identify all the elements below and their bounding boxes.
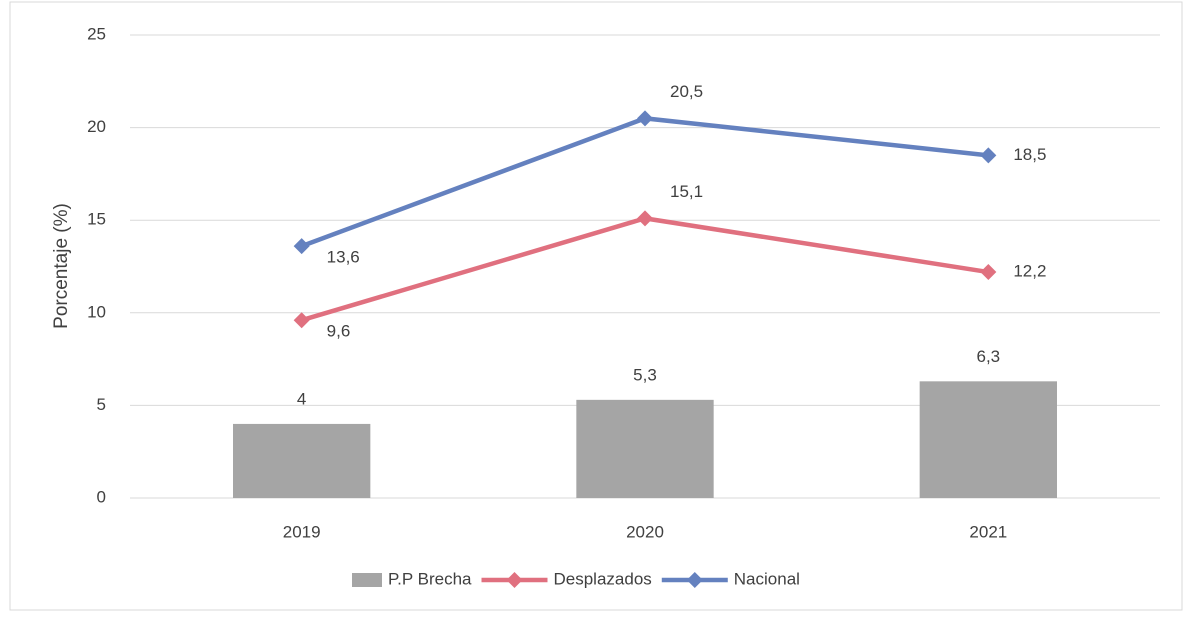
marker bbox=[293, 238, 310, 255]
chart-border bbox=[9, 1, 1183, 611]
marker bbox=[637, 210, 653, 227]
bar bbox=[233, 423, 371, 498]
y-tick-label: 5 bbox=[97, 395, 106, 414]
legend-label: Nacional bbox=[734, 569, 800, 588]
bar bbox=[576, 399, 714, 498]
y-tick-label: 0 bbox=[97, 487, 106, 506]
data-label: 6,3 bbox=[977, 347, 1001, 366]
marker bbox=[293, 312, 310, 329]
data-label: 4 bbox=[297, 389, 306, 408]
x-tick-label: 2020 bbox=[626, 522, 664, 541]
legend-label: P.P Brecha bbox=[388, 569, 472, 588]
y-tick-label: 15 bbox=[87, 210, 106, 229]
marker bbox=[637, 110, 653, 127]
legend-swatch bbox=[352, 573, 382, 587]
data-label: 9,6 bbox=[327, 322, 351, 341]
y-tick-label: 10 bbox=[87, 302, 106, 321]
data-label: 5,3 bbox=[633, 365, 657, 384]
y-axis-label: Porcentaje (%) bbox=[51, 203, 72, 329]
data-label: 20,5 bbox=[670, 82, 703, 101]
data-label: 18,5 bbox=[1013, 145, 1046, 164]
x-tick-label: 2021 bbox=[969, 522, 1007, 541]
legend-label: Desplazados bbox=[554, 569, 652, 588]
x-tick-label: 2019 bbox=[283, 522, 321, 541]
marker bbox=[980, 264, 997, 281]
data-label: 12,2 bbox=[1013, 262, 1046, 281]
bar bbox=[919, 381, 1057, 498]
data-label: 15,1 bbox=[670, 182, 703, 201]
legend-marker bbox=[506, 572, 523, 588]
data-label: 13,6 bbox=[327, 248, 360, 267]
y-tick-label: 25 bbox=[87, 24, 106, 43]
legend-marker bbox=[686, 572, 703, 588]
y-tick-label: 20 bbox=[87, 117, 106, 136]
marker bbox=[980, 147, 997, 164]
